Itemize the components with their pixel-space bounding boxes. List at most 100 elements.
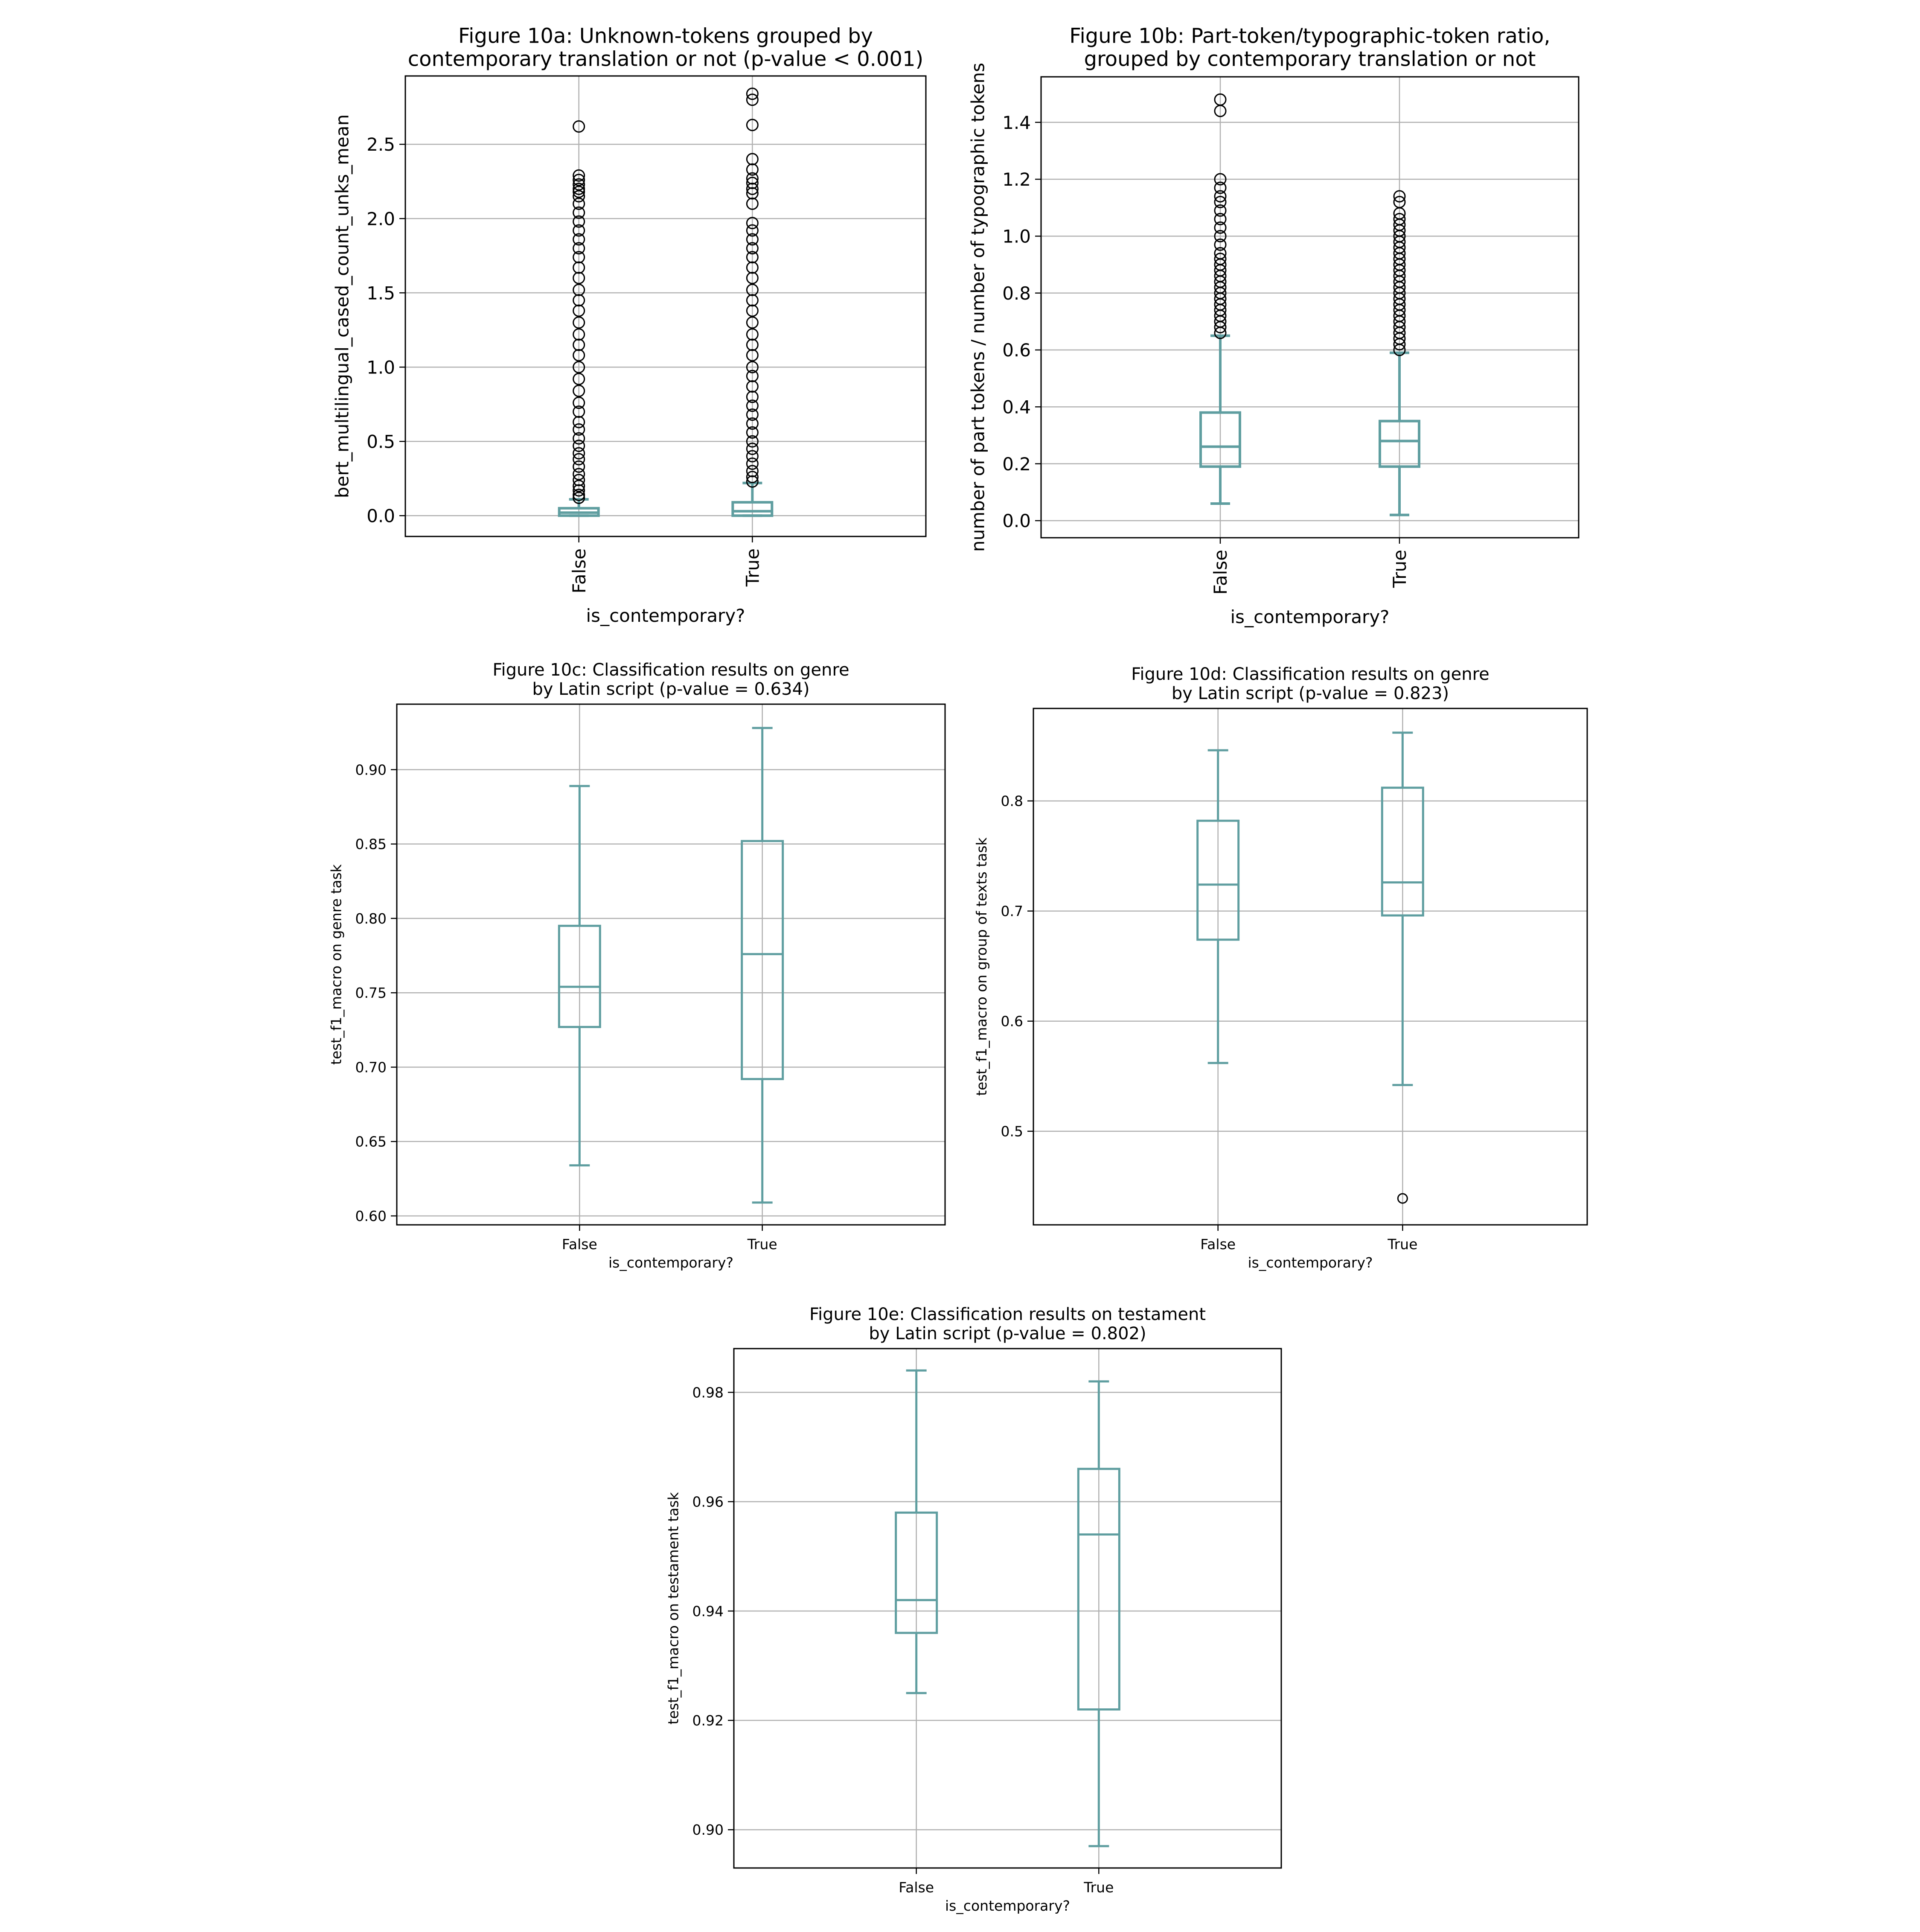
box-iqr: [1379, 420, 1420, 468]
box-true: [1381, 731, 1424, 1204]
outlier-point: [1214, 253, 1227, 265]
outlier-point: [746, 294, 759, 307]
box-true: [741, 727, 784, 1204]
outlier-point: [573, 283, 585, 296]
outlier-point: [1214, 230, 1227, 242]
outlier-point: [1393, 190, 1406, 203]
outlier-point: [1214, 173, 1227, 186]
chart-panel-4: Figure 10e: Classification results on te…: [665, 1305, 1282, 1914]
outlier-point: [746, 177, 759, 189]
chart-title-line: by Latin script (p-value = 0.802): [869, 1324, 1146, 1343]
outlier-point: [573, 453, 585, 466]
outlier-point: [746, 457, 759, 470]
outlier-point: [573, 183, 585, 195]
chart-panel-3: Figure 10d: Classification results on ge…: [973, 664, 1588, 1271]
outlier-point: [573, 215, 585, 228]
outlier-point: [746, 399, 759, 412]
outlier-point: [1214, 204, 1227, 217]
outlier-point: [573, 492, 585, 504]
y-tick-label: 1.0: [367, 357, 395, 378]
y-tick-label: 0.60: [355, 1208, 387, 1224]
box-true: [1379, 190, 1420, 516]
y-tick-label: 0.92: [692, 1712, 724, 1729]
box-iqr: [1381, 787, 1424, 917]
outlier-point: [1397, 1193, 1408, 1204]
x-tick-label: True: [742, 548, 763, 587]
outlier-point: [573, 178, 585, 191]
x-tick-label: True: [747, 1236, 777, 1253]
outlier-point: [746, 271, 759, 284]
y-tick-label: 1.4: [1002, 112, 1031, 133]
chart-title-line: Figure 10b: Part-token/typographic-token…: [1069, 24, 1550, 48]
y-axis-label: test_f1_macro on genre task: [328, 864, 344, 1065]
x-axis-label: is_contemporary?: [586, 605, 745, 626]
box-iqr: [558, 924, 601, 1028]
chart-title-line: grouped by contemporary translation or n…: [1084, 47, 1536, 71]
outlier-point: [573, 396, 585, 409]
box-iqr: [895, 1511, 938, 1634]
y-tick-label: 0.6: [1001, 1013, 1023, 1030]
outlier-point: [1214, 93, 1227, 106]
plot-frame: [1033, 708, 1588, 1226]
outlier-point: [573, 349, 585, 361]
outlier-point: [573, 328, 585, 341]
box-false: [558, 785, 601, 1167]
y-tick-label: 0.0: [1002, 510, 1031, 531]
outlier-point: [746, 242, 759, 255]
y-tick-label: 0.8: [1001, 793, 1023, 810]
outlier-point: [746, 443, 759, 455]
x-tick-label: True: [1083, 1879, 1114, 1896]
y-tick-label: 0.75: [355, 985, 387, 1001]
outlier-point: [1214, 238, 1227, 251]
box-iqr: [731, 501, 774, 517]
y-tick-label: 2.5: [367, 134, 395, 155]
outlier-point: [1214, 181, 1227, 194]
outlier-point: [573, 304, 585, 317]
x-tick-label: False: [562, 1236, 597, 1253]
box-false: [558, 120, 600, 517]
outlier-point: [746, 251, 759, 264]
outlier-point: [746, 370, 759, 382]
outlier-point: [573, 440, 585, 452]
chart-title-line: Figure 10d: Classification results on ge…: [1131, 664, 1489, 684]
outlier-point: [573, 224, 585, 237]
outlier-point: [746, 87, 759, 100]
outlier-point: [746, 435, 759, 448]
chart-panel-1: Figure 10b: Part-token/typographic-token…: [967, 24, 1580, 627]
y-tick-label: 1.5: [367, 283, 395, 303]
y-tick-label: 0.96: [692, 1494, 724, 1510]
box-iqr: [1196, 819, 1240, 941]
plot-frame: [396, 703, 946, 1226]
outlier-point: [573, 373, 585, 385]
outlier-point: [746, 380, 759, 393]
y-tick-label: 2.0: [367, 208, 395, 229]
chart-title-line: by Latin script (p-value = 0.823): [1172, 684, 1449, 703]
outlier-point: [573, 185, 585, 198]
box-iqr: [1077, 1468, 1120, 1711]
box-false: [1196, 749, 1240, 1064]
x-tick-label: False: [1210, 550, 1231, 594]
outlier-point: [746, 197, 759, 210]
outlier-point: [746, 261, 759, 274]
x-tick-label: False: [569, 548, 590, 593]
y-tick-label: 0.5: [1001, 1123, 1023, 1140]
outlier-point: [573, 233, 585, 246]
outlier-point: [573, 338, 585, 351]
y-tick-label: 0.4: [1002, 396, 1031, 417]
outlier-point: [746, 153, 759, 166]
outlier-point: [1214, 247, 1227, 259]
outlier-point: [573, 261, 585, 274]
chart-panel-2: Figure 10c: Classification results on ge…: [328, 660, 946, 1271]
y-tick-label: 0.90: [692, 1821, 724, 1838]
outlier-point: [746, 475, 759, 488]
y-axis-label: number of part tokens / number of typogr…: [967, 63, 988, 552]
outlier-point: [573, 480, 585, 492]
outlier-point: [746, 304, 759, 317]
outlier-point: [746, 349, 759, 361]
outlier-point: [1214, 221, 1227, 234]
plot-frame: [404, 75, 927, 537]
outlier-point: [573, 432, 585, 445]
chart-title-line: by Latin script (p-value = 0.634): [532, 679, 809, 699]
y-axis-label: test_f1_macro on group of texts task: [973, 837, 990, 1096]
